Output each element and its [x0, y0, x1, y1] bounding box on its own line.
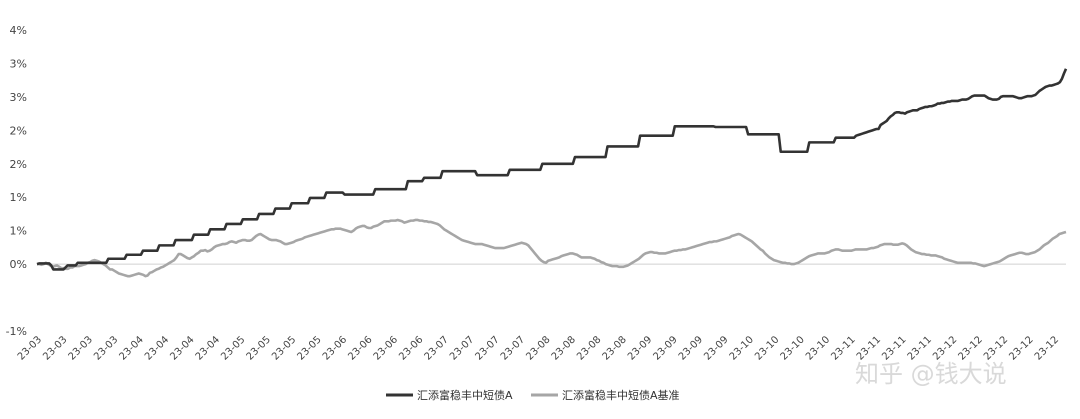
x-tick-label: 23-08 [575, 334, 603, 362]
x-tick-label: 23-09 [702, 334, 730, 362]
y-tick-label: -1% [6, 325, 27, 338]
x-tick-label: 23-04 [143, 334, 171, 362]
x-tick-label: 23-03 [16, 334, 44, 362]
x-tick-label: 23-11 [880, 334, 908, 362]
x-tick-label: 23-12 [1007, 334, 1035, 362]
x-tick-label: 23-12 [982, 334, 1010, 362]
x-tick-label: 23-03 [67, 334, 95, 362]
x-tick-label: 23-06 [321, 334, 349, 362]
y-tick-label: 0% [10, 258, 27, 271]
legend: 汇添富稳丰中短债A 汇添富稳丰中短债A基准 [386, 388, 680, 402]
x-tick-label: 23-06 [372, 334, 400, 362]
y-axis: 4% 3% 3% 2% 2% 1% 1% 0% -1% [6, 24, 27, 338]
x-tick-label: 23-12 [957, 334, 985, 362]
y-tick-label: 2% [10, 158, 27, 171]
x-tick-label: 23-10 [728, 334, 756, 362]
x-tick-label: 23-07 [473, 334, 501, 362]
x-tick-label: 23-03 [41, 334, 69, 362]
x-tick-label: 23-11 [855, 334, 883, 362]
x-tick-label: 23-08 [524, 334, 552, 362]
y-tick-label: 2% [10, 124, 27, 137]
y-tick-label: 4% [10, 24, 27, 37]
x-tick-label: 23-03 [92, 334, 120, 362]
series-line-1 [36, 68, 1068, 271]
series-line-2 [37, 218, 1067, 278]
x-tick-label: 23-07 [448, 334, 476, 362]
x-tick-label: 23-12 [931, 334, 959, 362]
x-tick-label: 23-05 [270, 334, 298, 362]
x-tick-label: 23-10 [779, 334, 807, 362]
x-tick-label: 23-05 [295, 334, 323, 362]
x-tick-label: 23-08 [550, 334, 578, 362]
x-axis: 23-0323-0323-0323-0323-0423-0423-0423-04… [16, 334, 1061, 362]
x-tick-label: 23-11 [906, 334, 934, 362]
x-tick-label: 23-10 [804, 334, 832, 362]
series-layer [36, 68, 1068, 278]
x-tick-label: 23-09 [651, 334, 679, 362]
x-tick-label: 23-10 [753, 334, 781, 362]
x-tick-label: 23-12 [1033, 334, 1061, 362]
x-tick-label: 23-04 [117, 334, 145, 362]
x-tick-label: 23-04 [168, 334, 196, 362]
y-tick-label: 3% [10, 91, 27, 104]
x-tick-label: 23-06 [346, 334, 374, 362]
x-tick-label: 23-08 [601, 334, 629, 362]
x-tick-label: 23-09 [626, 334, 654, 362]
legend-label-1: 汇添富稳丰中短债A [417, 388, 513, 402]
watermark-text: 知乎 @钱大说 [855, 360, 1007, 388]
y-tick-label: 1% [10, 225, 27, 238]
x-tick-label: 23-09 [677, 334, 705, 362]
x-tick-label: 23-05 [219, 334, 247, 362]
x-tick-label: 23-07 [423, 334, 451, 362]
y-tick-label: 1% [10, 191, 27, 204]
x-tick-label: 23-11 [829, 334, 857, 362]
x-tick-label: 23-04 [194, 334, 222, 362]
legend-label-2: 汇添富稳丰中短债A基准 [562, 388, 680, 402]
y-tick-label: 3% [10, 57, 27, 70]
x-tick-label: 23-05 [245, 334, 273, 362]
x-tick-label: 23-07 [499, 334, 527, 362]
x-tick-label: 23-06 [397, 334, 425, 362]
